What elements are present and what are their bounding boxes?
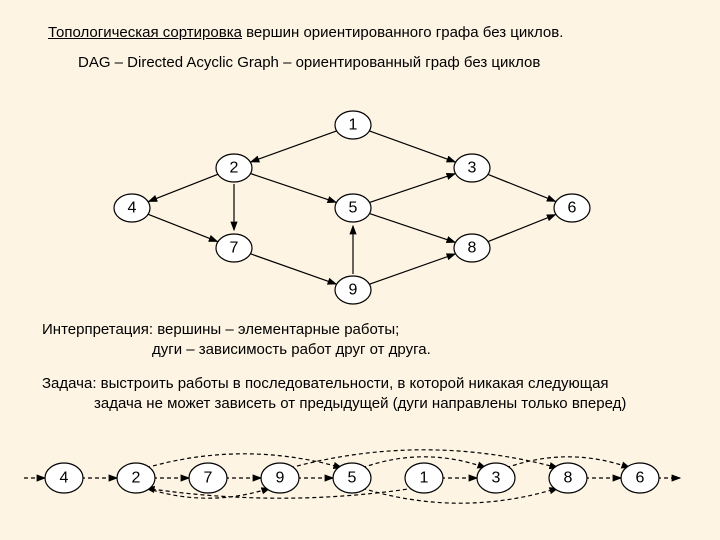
graph-node-label: 2 — [230, 160, 239, 177]
linear-node-label: 2 — [132, 470, 141, 487]
edge — [149, 174, 219, 202]
interp-line-1: Интерпретация: вершины – элементарные ра… — [42, 321, 399, 338]
edge — [368, 130, 455, 161]
interpretation-text: Интерпретация: вершины – элементарные ра… — [42, 320, 431, 359]
interp-line-2: дуги – зависимость работ друг от друга. — [42, 341, 431, 358]
graph-node-label: 1 — [349, 117, 358, 134]
edge — [368, 174, 455, 203]
linear-node-label: 3 — [492, 470, 501, 487]
linear-node-label: 4 — [60, 470, 69, 487]
task-line-1: Задача: выстроить работы в последователь… — [42, 375, 609, 392]
edge — [251, 130, 338, 161]
linear-node-label: 9 — [276, 470, 285, 487]
linear-node-label: 7 — [204, 470, 213, 487]
task-text: Задача: выстроить работы в последователь… — [42, 374, 626, 413]
linear-node-label: 8 — [564, 470, 573, 487]
graph-node-label: 7 — [230, 240, 239, 257]
edge — [249, 253, 336, 284]
task-line-2: задача не может зависеть от предыдущей (… — [42, 395, 626, 412]
linear-node-label: 6 — [636, 470, 645, 487]
edge — [368, 254, 455, 285]
graph-node-label: 3 — [468, 160, 477, 177]
edge — [487, 215, 555, 242]
linear-arc — [146, 454, 342, 468]
edge — [487, 174, 555, 201]
linear-arc — [362, 488, 558, 503]
graph-node-label: 4 — [128, 200, 137, 217]
graph-node-label: 6 — [568, 200, 577, 217]
linear-node-label: 1 — [420, 470, 429, 487]
graph-node-label: 8 — [468, 240, 477, 257]
graph-node-label: 9 — [349, 282, 358, 299]
linear-node-label: 5 — [348, 470, 357, 487]
edge — [147, 214, 217, 242]
edge — [249, 173, 336, 202]
graph-node-label: 5 — [349, 200, 358, 217]
edge — [368, 213, 455, 242]
dag-graph: 1 2 3 4 5 6 7 8 9 4 2 7 9 5 1 3 8 6 — [0, 0, 720, 540]
